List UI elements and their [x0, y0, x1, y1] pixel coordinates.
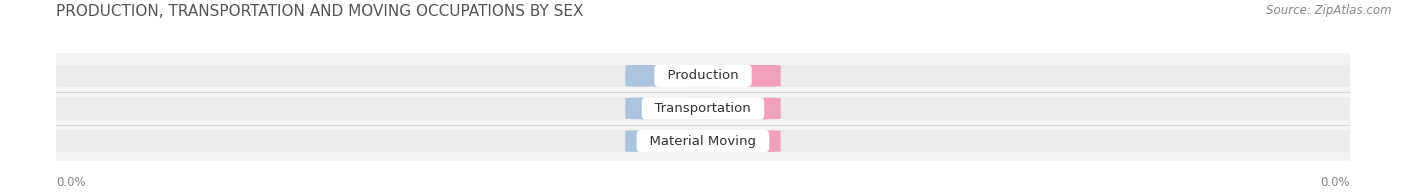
Text: 0.0%: 0.0% — [1320, 176, 1350, 189]
FancyBboxPatch shape — [626, 65, 716, 87]
Text: Transportation: Transportation — [647, 102, 759, 115]
FancyBboxPatch shape — [690, 65, 780, 87]
Text: 0.0%: 0.0% — [655, 71, 686, 81]
FancyBboxPatch shape — [44, 130, 1362, 152]
Text: Source: ZipAtlas.com: Source: ZipAtlas.com — [1267, 4, 1392, 17]
Text: 0.0%: 0.0% — [720, 136, 751, 146]
Text: 0.0%: 0.0% — [720, 103, 751, 113]
Text: 0.0%: 0.0% — [655, 103, 686, 113]
Text: 0.0%: 0.0% — [720, 71, 751, 81]
FancyBboxPatch shape — [690, 98, 780, 119]
Text: 0.0%: 0.0% — [56, 176, 86, 189]
Text: 0.0%: 0.0% — [655, 136, 686, 146]
Text: PRODUCTION, TRANSPORTATION AND MOVING OCCUPATIONS BY SEX: PRODUCTION, TRANSPORTATION AND MOVING OC… — [56, 4, 583, 19]
FancyBboxPatch shape — [690, 130, 780, 152]
FancyBboxPatch shape — [44, 65, 1362, 87]
FancyBboxPatch shape — [44, 97, 1362, 120]
Text: Production: Production — [659, 69, 747, 82]
FancyBboxPatch shape — [626, 130, 716, 152]
Text: Material Moving: Material Moving — [641, 135, 765, 148]
FancyBboxPatch shape — [626, 98, 716, 119]
